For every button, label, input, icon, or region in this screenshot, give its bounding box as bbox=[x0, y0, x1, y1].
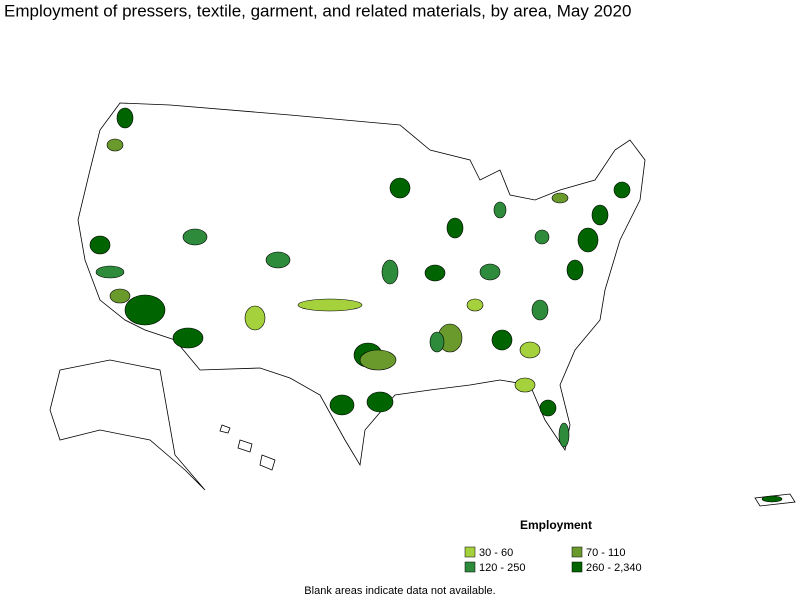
legend-swatch bbox=[571, 561, 583, 573]
areas bbox=[89, 107, 783, 503]
area bbox=[109, 288, 131, 304]
legend: Employment 30 - 60 70 - 110 120 - 250 260 -… bbox=[464, 518, 642, 574]
area bbox=[359, 349, 397, 371]
area bbox=[493, 201, 507, 219]
area bbox=[244, 305, 266, 331]
hawaii bbox=[237, 439, 253, 453]
area bbox=[265, 251, 291, 269]
legend-label: 30 - 60 bbox=[479, 547, 513, 559]
area bbox=[558, 422, 570, 448]
area bbox=[106, 138, 124, 152]
area bbox=[539, 399, 557, 417]
area bbox=[479, 263, 501, 281]
area bbox=[566, 259, 584, 281]
legend-swatch bbox=[464, 561, 476, 573]
hawaii bbox=[219, 424, 231, 434]
alaska bbox=[49, 359, 206, 491]
legend-swatch bbox=[571, 546, 583, 558]
area bbox=[172, 327, 204, 349]
area bbox=[424, 264, 446, 282]
area bbox=[381, 259, 399, 285]
area bbox=[116, 107, 134, 129]
area bbox=[514, 377, 536, 393]
area bbox=[551, 192, 569, 204]
lower-48 bbox=[77, 102, 646, 467]
area bbox=[577, 227, 599, 253]
area bbox=[519, 341, 541, 359]
area bbox=[591, 204, 609, 226]
footnote: Blank areas indicate data not available. bbox=[304, 585, 495, 597]
area bbox=[95, 265, 125, 279]
area bbox=[761, 495, 783, 503]
legend-label: 70 - 110 bbox=[586, 547, 626, 559]
area bbox=[491, 329, 513, 351]
area bbox=[429, 331, 445, 353]
legend-label: 120 - 250 bbox=[479, 562, 525, 574]
area bbox=[446, 217, 464, 239]
hawaii bbox=[259, 454, 276, 471]
area bbox=[329, 394, 355, 416]
map bbox=[49, 102, 796, 507]
area bbox=[124, 294, 166, 326]
area bbox=[182, 228, 208, 246]
area bbox=[366, 391, 394, 413]
area bbox=[297, 298, 363, 312]
legend-title: Employment bbox=[520, 518, 592, 532]
area bbox=[466, 298, 484, 312]
title: Employment of pressers, textile, garment… bbox=[4, 1, 631, 20]
legend-swatch bbox=[464, 546, 476, 558]
area bbox=[531, 299, 549, 321]
area bbox=[613, 181, 631, 199]
area bbox=[534, 229, 550, 245]
legend-label: 260 - 2,340 bbox=[586, 562, 642, 574]
area bbox=[89, 235, 111, 255]
area bbox=[389, 177, 411, 199]
